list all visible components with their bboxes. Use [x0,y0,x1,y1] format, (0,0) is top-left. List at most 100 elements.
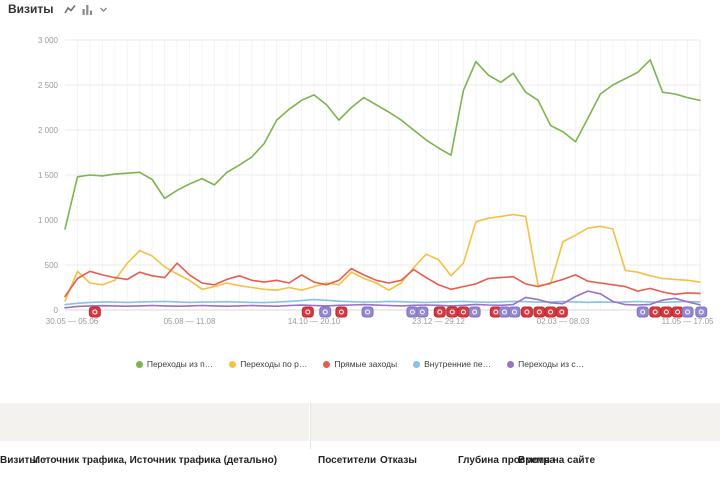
badge-glyph [502,309,508,315]
note-badge-red[interactable] [660,306,673,318]
badge-glyph [322,309,328,315]
note-badge-purple[interactable] [636,306,649,318]
x-tick-label: 05.08 — 11.08 [164,317,216,326]
y-tick-label: 0 [54,306,59,315]
legend-item-2[interactable]: Прямые заходы [323,359,397,369]
chart-canvas[interactable]: 3 000 2 500 2 000 1 500 1 000 500 0 30.05 — 05.… [0,0,720,340]
badge-glyph [472,309,478,315]
legend-label: Переходы по р… [240,359,308,369]
chart-type-controls [63,4,108,15]
column-header-3[interactable]: Глубина просмотра [458,455,556,466]
legend-item-3[interactable]: Внутренние пе… [413,359,491,369]
legend-dot [507,360,515,368]
legend-label: Внутренние пе… [424,359,492,369]
note-badge-red[interactable] [533,306,546,318]
x-tick-label: 30.05 — 05.06 [46,317,99,326]
note-badge-purple[interactable] [361,306,374,318]
note-badge-purple[interactable] [468,306,481,318]
note-badge-red[interactable] [335,306,348,318]
series-line[interactable] [64,298,701,306]
series-line[interactable] [64,290,701,309]
y-tick-label: 3 000 [38,36,59,45]
series-line[interactable] [64,58,701,230]
legend-dot [413,360,421,368]
badge-glyph [640,309,646,315]
line-chart-icon[interactable] [63,4,76,15]
badge-glyph [449,309,455,315]
chevron-down-icon[interactable] [99,5,108,14]
y-tick-label: 500 [45,261,59,270]
badge-glyph [559,309,565,315]
badge-glyph [663,309,669,315]
chart-header: Визиты [8,2,108,16]
sort-caret-down-icon: ▼ [40,457,48,464]
note-badge-purple[interactable] [498,306,511,318]
table-section-divider [310,403,311,480]
series-line[interactable] [64,213,701,302]
badge-glyph [338,309,344,315]
legend-item-4[interactable]: Переходы из с… [507,359,584,369]
note-badge-red[interactable] [520,306,533,318]
note-badge-purple[interactable] [681,306,694,318]
y-tick-label: 2 000 [38,126,59,135]
badge-glyph [698,309,704,315]
badge-glyph [92,309,98,315]
legend-dot [135,360,143,368]
bar-chart-icon[interactable] [82,4,93,15]
note-badge-red[interactable] [555,306,568,318]
chart-legend: Переходы из п… Переходы по р… Прямые заход… [0,359,720,369]
chart-title: Визиты [8,2,54,16]
badge-glyph [409,309,415,315]
note-badge-purple[interactable] [508,306,521,318]
y-tick-label: 2 500 [38,81,59,90]
column-header-traffic-source[interactable]: Источник трафика, Источник трафика (дета… [32,455,278,466]
legend-dot [323,360,331,368]
note-badge-purple[interactable] [416,306,429,318]
badge-glyph [536,309,542,315]
badge-glyph [685,309,691,315]
column-header-visits-sorted[interactable]: Визиты ▼ [0,455,48,466]
column-header-4[interactable]: Время на сайте [518,455,596,466]
badge-glyph [524,309,530,315]
badge-glyph [675,309,681,315]
toolbar-band-left [0,403,309,441]
note-badge-red[interactable] [433,306,446,318]
note-badge-red[interactable] [671,306,684,318]
badge-glyph [437,309,443,315]
note-badge-red[interactable] [544,306,557,318]
note-badge-red[interactable] [649,306,662,318]
toolbar-band-right [311,403,720,441]
badge-glyph [493,309,499,315]
legend-label: Переходы из п… [146,359,214,369]
legend-label: Переходы из с… [518,359,585,369]
badge-glyph [305,309,311,315]
legend-item-1[interactable]: Переходы по р… [229,359,307,369]
x-tick-label: 14.10 — 20.10 [288,317,341,326]
legend-dot [229,360,237,368]
badge-glyph [652,309,658,315]
x-tick-label: 11.05 — 17.05 [662,317,714,326]
series-line[interactable] [64,262,701,298]
y-tick-label: 1 000 [38,216,59,225]
badge-glyph [511,309,517,315]
note-badge-purple[interactable] [319,306,332,318]
visits-line-chart[interactable]: 3 000 2 500 2 000 1 500 1 000 500 0 30.05 — 05.… [0,0,720,340]
report-table-header: Источник трафика, Источник трафика (дета… [0,449,720,480]
y-tick-label: 1 500 [38,171,59,180]
column-header-1[interactable]: Посетители [318,455,377,466]
badge-glyph [419,309,425,315]
badge-glyph [548,309,554,315]
note-badge-red[interactable] [446,306,459,318]
legend-label: Прямые заходы [334,359,398,369]
note-badge-red[interactable] [301,306,314,318]
note-badge-red[interactable] [457,306,470,318]
badge-glyph [365,309,371,315]
column-header-2[interactable]: Отказы [380,455,417,466]
note-badge-purple[interactable] [695,306,708,318]
note-badge-purple[interactable] [406,306,419,318]
x-tick-label: 02.03 — 08.03 [537,317,590,326]
legend-item-0[interactable]: Переходы из п… [135,359,214,369]
badge-glyph [460,309,466,315]
note-badge-red[interactable] [88,306,101,318]
x-tick-label: 23.12 — 29.12 [412,317,465,326]
